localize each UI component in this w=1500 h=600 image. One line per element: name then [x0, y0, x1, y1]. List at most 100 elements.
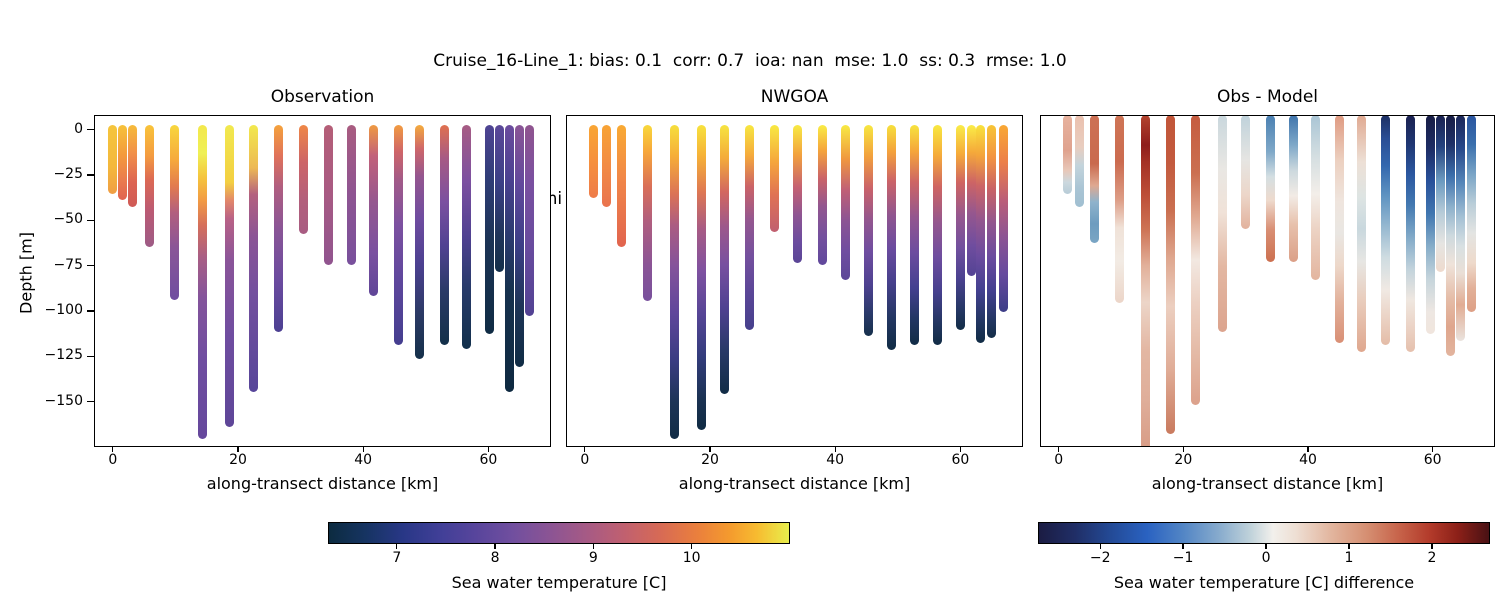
- x-tick: [709, 447, 711, 452]
- x-tick-label: 60: [479, 452, 498, 468]
- ctd-cast: [1090, 115, 1100, 244]
- y-tick-label: −50: [53, 211, 83, 228]
- x-tick-label: 0: [580, 452, 590, 468]
- x-tick-label: 20: [701, 452, 719, 468]
- ctd-cast: [955, 124, 965, 331]
- ctd-cast: [1141, 115, 1151, 447]
- panel-title-observation: Observation: [270, 87, 375, 107]
- x-tick-label: 40: [826, 452, 845, 468]
- ctd-cast: [393, 124, 403, 345]
- colorbar-difference: Sea water temperature [C] difference −2 −…: [1038, 522, 1490, 592]
- ctd-cast: [495, 124, 505, 273]
- ctd-cast: [1335, 115, 1345, 344]
- panel-obs-minus-model: Obs - Model along-transect distance [km]…: [1040, 87, 1495, 493]
- x-tick-label: 0: [108, 452, 118, 468]
- ctd-cast: [1406, 115, 1416, 353]
- panel-title-nwgoa: NWGOA: [760, 87, 829, 107]
- ctd-cast: [589, 124, 599, 198]
- ctd-cast: [525, 124, 535, 316]
- ctd-cast: [1191, 115, 1201, 405]
- ctd-cast: [840, 124, 850, 280]
- ctd-cast: [1436, 115, 1446, 273]
- ctd-cast: [440, 124, 450, 345]
- ctd-cast: [1062, 115, 1072, 195]
- colorbar-tick-label: 2: [1427, 550, 1437, 566]
- y-tick-label: −150: [44, 392, 83, 409]
- x-tick: [362, 447, 364, 452]
- ctd-cast: [415, 124, 425, 360]
- x-tick-label: 20: [229, 452, 247, 468]
- ctd-cast: [932, 124, 942, 345]
- title-line-metrics: Cruise_16-Line_1: bias: 0.1 corr: 0.7 io…: [433, 51, 1067, 71]
- ctd-cast: [1266, 115, 1276, 262]
- ctd-cast: [1446, 115, 1456, 356]
- ctd-cast: [696, 124, 706, 431]
- colorbar-tick-label: 8: [490, 550, 500, 566]
- colorbar-tick-label: 10: [682, 550, 701, 566]
- ctd-cast: [910, 124, 920, 345]
- ctd-cast: [1456, 115, 1466, 342]
- colorbar-tick: [396, 544, 398, 549]
- plot-area-obs-minus-model: [1040, 115, 1495, 447]
- y-tick: [87, 219, 94, 221]
- ctd-cast: [1310, 115, 1320, 280]
- ctd-cast: [108, 124, 118, 195]
- colorbar-tick: [1431, 544, 1433, 549]
- x-tick-label: 60: [1423, 452, 1442, 468]
- colorbar-tick-label: 1: [1344, 550, 1354, 566]
- colorbar-tick: [1348, 544, 1350, 549]
- ctd-cast: [248, 124, 258, 393]
- y-tick: [87, 264, 94, 267]
- y-tick: [87, 400, 94, 403]
- ctd-cast: [128, 124, 138, 208]
- plot-area-observation: [94, 115, 551, 447]
- ctd-cast: [1426, 115, 1436, 335]
- panel-observation: Observation along-transect distance [km]…: [94, 87, 551, 493]
- colorbar-tick: [1099, 544, 1101, 549]
- ctd-cast: [485, 124, 495, 335]
- y-tick-label: −100: [44, 301, 83, 318]
- colorbar-tick: [494, 544, 496, 549]
- x-tick-label: 20: [1174, 452, 1193, 468]
- ctd-cast: [1288, 115, 1298, 262]
- ctd-cast: [224, 124, 234, 427]
- ctd-cast: [299, 124, 309, 235]
- x-tick: [1182, 447, 1184, 452]
- ctd-cast: [118, 124, 128, 200]
- y-tick-label: −125: [44, 347, 83, 364]
- colorbar-tick-label: 7: [392, 550, 402, 566]
- ctd-cast: [642, 124, 652, 302]
- colorbar-difference-label: Sea water temperature [C] difference: [1113, 573, 1415, 592]
- x-tick: [1058, 447, 1060, 452]
- x-tick: [584, 447, 586, 452]
- ctd-cast: [144, 124, 154, 247]
- x-tick: [487, 447, 490, 452]
- colorbar-temperature: Sea water temperature [C] 7 8 9 10: [328, 522, 790, 592]
- colorbar-tick: [1265, 544, 1267, 549]
- x-tick-label: 40: [1299, 452, 1317, 468]
- colorbar-tick: [592, 544, 595, 549]
- ctd-cast: [887, 124, 897, 351]
- panel-nwgoa: NWGOA along-transect distance [km] 0 20 40…: [566, 87, 1023, 493]
- ctd-cast: [769, 124, 779, 233]
- x-tick-label: 0: [1054, 452, 1064, 468]
- y-tick-label: −25: [53, 165, 83, 182]
- x-tick: [959, 447, 962, 452]
- x-tick: [1432, 447, 1434, 452]
- ctd-cast: [999, 124, 1009, 313]
- panel-title-obs-minus-model: Obs - Model: [1216, 87, 1318, 107]
- ctd-cast: [198, 124, 208, 440]
- ctd-cast: [744, 124, 754, 331]
- ctd-cast: [514, 124, 524, 367]
- ctd-cast: [1357, 115, 1367, 353]
- colorbar-tick-label: 0: [1261, 550, 1271, 566]
- x-axis-label: along-transect distance [km]: [1151, 474, 1384, 493]
- ctd-cast: [1218, 115, 1228, 333]
- ctd-cast: [1381, 115, 1391, 345]
- y-tick: [87, 174, 94, 176]
- plot-area-nwgoa: [566, 115, 1023, 447]
- x-axis-label: along-transect distance [km]: [678, 474, 911, 493]
- x-tick: [1307, 447, 1309, 452]
- y-tick: [87, 310, 94, 312]
